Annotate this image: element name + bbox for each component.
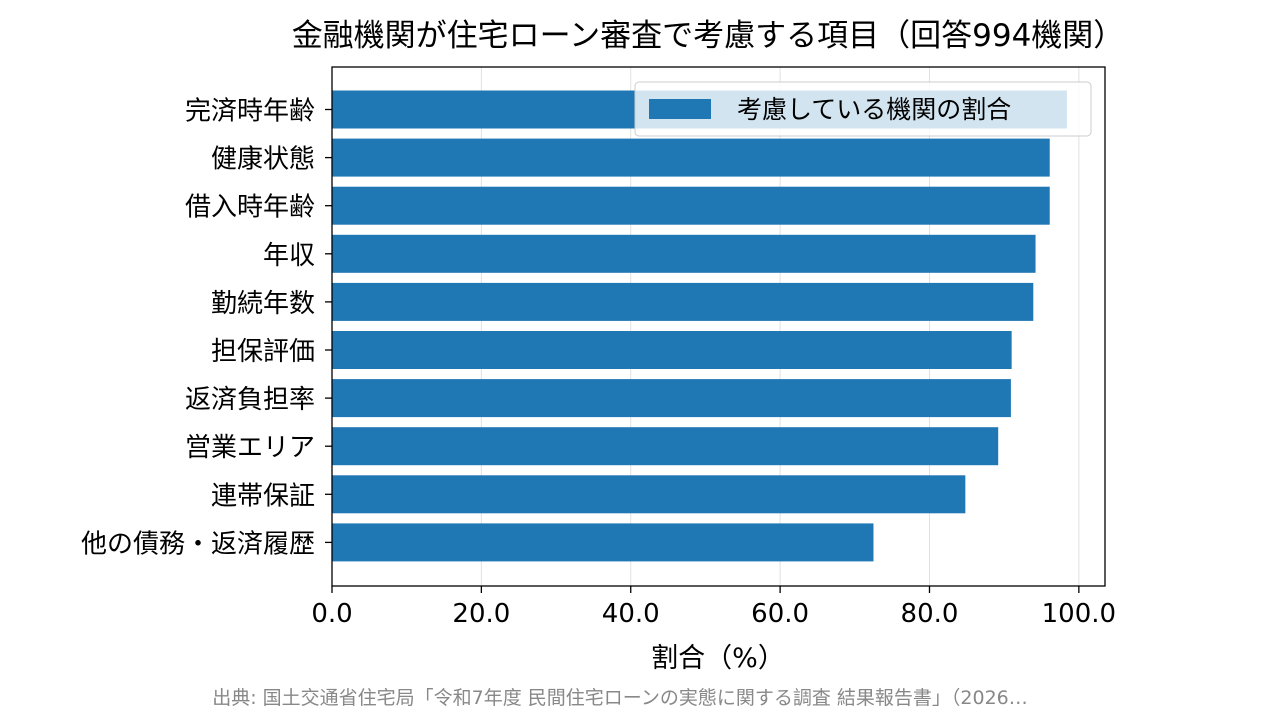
y-tick-label: 連帯保証 <box>211 481 315 511</box>
x-tick-label: 0.0 <box>311 599 352 629</box>
bar <box>332 427 999 466</box>
source-note: 出典: 国土交通省住宅局「令和7年度 民間住宅ローンの実態に関する調査 結果報告… <box>212 687 1028 709</box>
y-tick-label: 担保評価 <box>211 337 315 367</box>
x-tick-label: 80.0 <box>901 599 959 629</box>
legend-box <box>634 81 1092 137</box>
y-tick-label: 完済時年齢 <box>185 97 315 127</box>
x-tick-label: 40.0 <box>602 599 660 629</box>
y-tick-label: 借入時年齢 <box>185 193 315 223</box>
x-axis-label: 割合（%） <box>651 643 785 674</box>
y-axis-ticks: 完済時年齢健康状態借入時年齢年収勤続年数担保評価返済負担率営業エリア連帯保証他の… <box>81 97 332 559</box>
x-tick-label: 100.0 <box>1042 599 1116 629</box>
chart-title: 金融機関が住宅ローン審査で考慮する項目（回答994機関） <box>292 18 1125 54</box>
bar <box>332 331 1012 369</box>
bar <box>332 282 1034 321</box>
bar <box>332 234 1036 273</box>
legend-label: 考慮している機関の割合 <box>737 95 1011 124</box>
y-tick-label: 年収 <box>263 241 315 271</box>
bar <box>332 475 966 514</box>
bar <box>332 523 874 562</box>
bars <box>332 90 1067 562</box>
legend: 考慮している機関の割合 <box>634 81 1092 137</box>
y-tick-label: 他の債務・返済履歴 <box>81 529 315 559</box>
y-tick-label: 営業エリア <box>185 433 315 463</box>
plot-frame <box>331 66 1106 587</box>
x-tick-label: 20.0 <box>452 599 510 629</box>
bar <box>332 186 1050 225</box>
y-tick-label: 勤続年数 <box>211 289 315 319</box>
y-tick-label: 健康状態 <box>211 145 315 175</box>
bar <box>332 379 1011 418</box>
x-axis-ticks: 0.0 20.0 40.0 60.0 80.0 100.0 <box>311 586 1116 629</box>
legend-swatch <box>649 99 711 119</box>
bar <box>332 138 1050 177</box>
x-tick-label: 60.0 <box>751 599 809 629</box>
y-tick-label: 返済負担率 <box>185 385 315 415</box>
